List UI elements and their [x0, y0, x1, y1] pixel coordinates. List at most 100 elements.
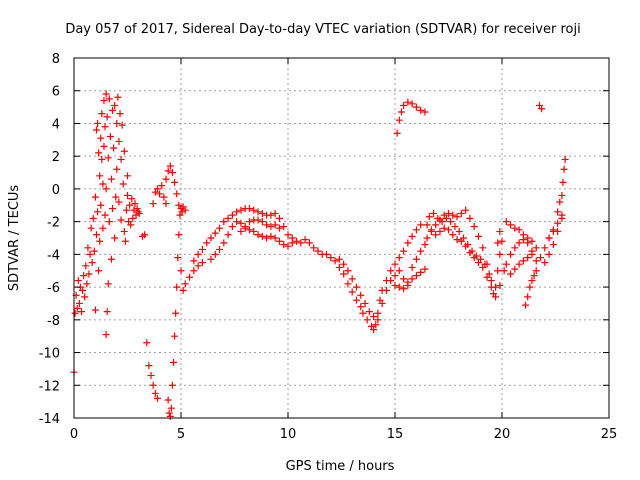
data-point: [442, 214, 450, 222]
data-point: [344, 267, 352, 275]
data-point: [98, 110, 106, 118]
data-point: [101, 123, 109, 131]
data-point: [412, 103, 420, 111]
data-point: [554, 219, 562, 227]
data-point: [434, 214, 442, 222]
data-point: [430, 209, 438, 217]
x-tick-label: 0: [70, 427, 78, 442]
data-point: [143, 339, 151, 347]
data-point: [87, 224, 95, 232]
data-point: [387, 267, 395, 275]
y-tick-label: 8: [52, 52, 60, 67]
data-point: [271, 209, 279, 217]
data-point: [417, 221, 425, 229]
data-point: [117, 216, 125, 224]
data-point: [245, 226, 253, 234]
data-point: [524, 234, 532, 242]
data-point: [545, 250, 553, 258]
data-point: [436, 227, 444, 235]
data-point: [474, 232, 482, 240]
data-point: [190, 267, 198, 275]
data-point: [545, 234, 553, 242]
data-point: [216, 224, 224, 232]
data-point: [207, 234, 215, 242]
data-point: [130, 206, 138, 214]
y-tick-label: -2: [47, 216, 60, 231]
data-point: [494, 267, 502, 275]
y-tick-label: 2: [52, 150, 60, 165]
data-point: [374, 316, 382, 324]
data-point: [172, 309, 180, 317]
data-point: [457, 209, 465, 217]
data-point: [374, 309, 382, 317]
data-point: [86, 250, 94, 258]
data-point: [532, 244, 540, 252]
data-point: [109, 205, 117, 213]
data-point: [267, 232, 275, 240]
data-point: [408, 232, 416, 240]
x-tick-label: 10: [280, 427, 297, 442]
y-tick-label: -6: [47, 281, 60, 296]
data-point: [128, 195, 136, 203]
data-point: [357, 303, 365, 311]
x-tick-label: 25: [601, 427, 618, 442]
data-point: [75, 299, 83, 307]
data-point: [496, 227, 504, 235]
data-point: [487, 283, 495, 291]
data-point: [459, 234, 467, 242]
data-point: [404, 281, 412, 289]
data-point: [361, 299, 369, 307]
data-point: [549, 227, 557, 235]
data-point: [151, 389, 159, 397]
data-point: [532, 267, 540, 275]
data-point: [254, 208, 262, 216]
data-point: [145, 362, 153, 370]
data-point: [116, 110, 124, 118]
data-point: [492, 293, 500, 301]
data-point: [560, 165, 568, 173]
data-point: [395, 283, 403, 291]
data-point: [85, 270, 93, 278]
data-point: [84, 244, 92, 252]
data-point: [175, 201, 183, 209]
data-point: [120, 147, 128, 155]
data-point: [400, 247, 408, 255]
data-point: [171, 332, 179, 340]
data-point: [507, 221, 515, 229]
data-point: [126, 201, 134, 209]
data-point: [89, 214, 97, 222]
data-point: [485, 270, 493, 278]
y-tick-label: -8: [47, 314, 60, 329]
data-point: [99, 224, 107, 232]
data-point: [263, 221, 271, 229]
data-point: [323, 250, 331, 258]
data-point: [250, 227, 258, 235]
data-point: [267, 211, 275, 219]
data-point: [561, 155, 569, 163]
data-point: [207, 255, 215, 263]
data-point: [135, 209, 143, 217]
data-point: [391, 260, 399, 268]
data-point: [515, 239, 523, 247]
data-point: [71, 309, 79, 317]
data-point: [147, 371, 155, 379]
data-point: [391, 272, 399, 280]
data-point: [395, 116, 403, 124]
data-point: [344, 280, 352, 288]
data-point: [91, 193, 99, 201]
data-point: [107, 255, 115, 263]
data-point: [228, 223, 236, 231]
data-point: [177, 267, 185, 275]
data-point: [449, 231, 457, 239]
data-point: [186, 273, 194, 281]
data-point: [515, 226, 523, 234]
data-point: [216, 245, 224, 253]
data-point: [421, 108, 429, 116]
data-point: [365, 308, 373, 316]
data-point: [481, 260, 489, 268]
data-point: [173, 283, 181, 291]
data-point: [340, 270, 348, 278]
data-point: [423, 221, 431, 229]
data-point: [500, 267, 508, 275]
